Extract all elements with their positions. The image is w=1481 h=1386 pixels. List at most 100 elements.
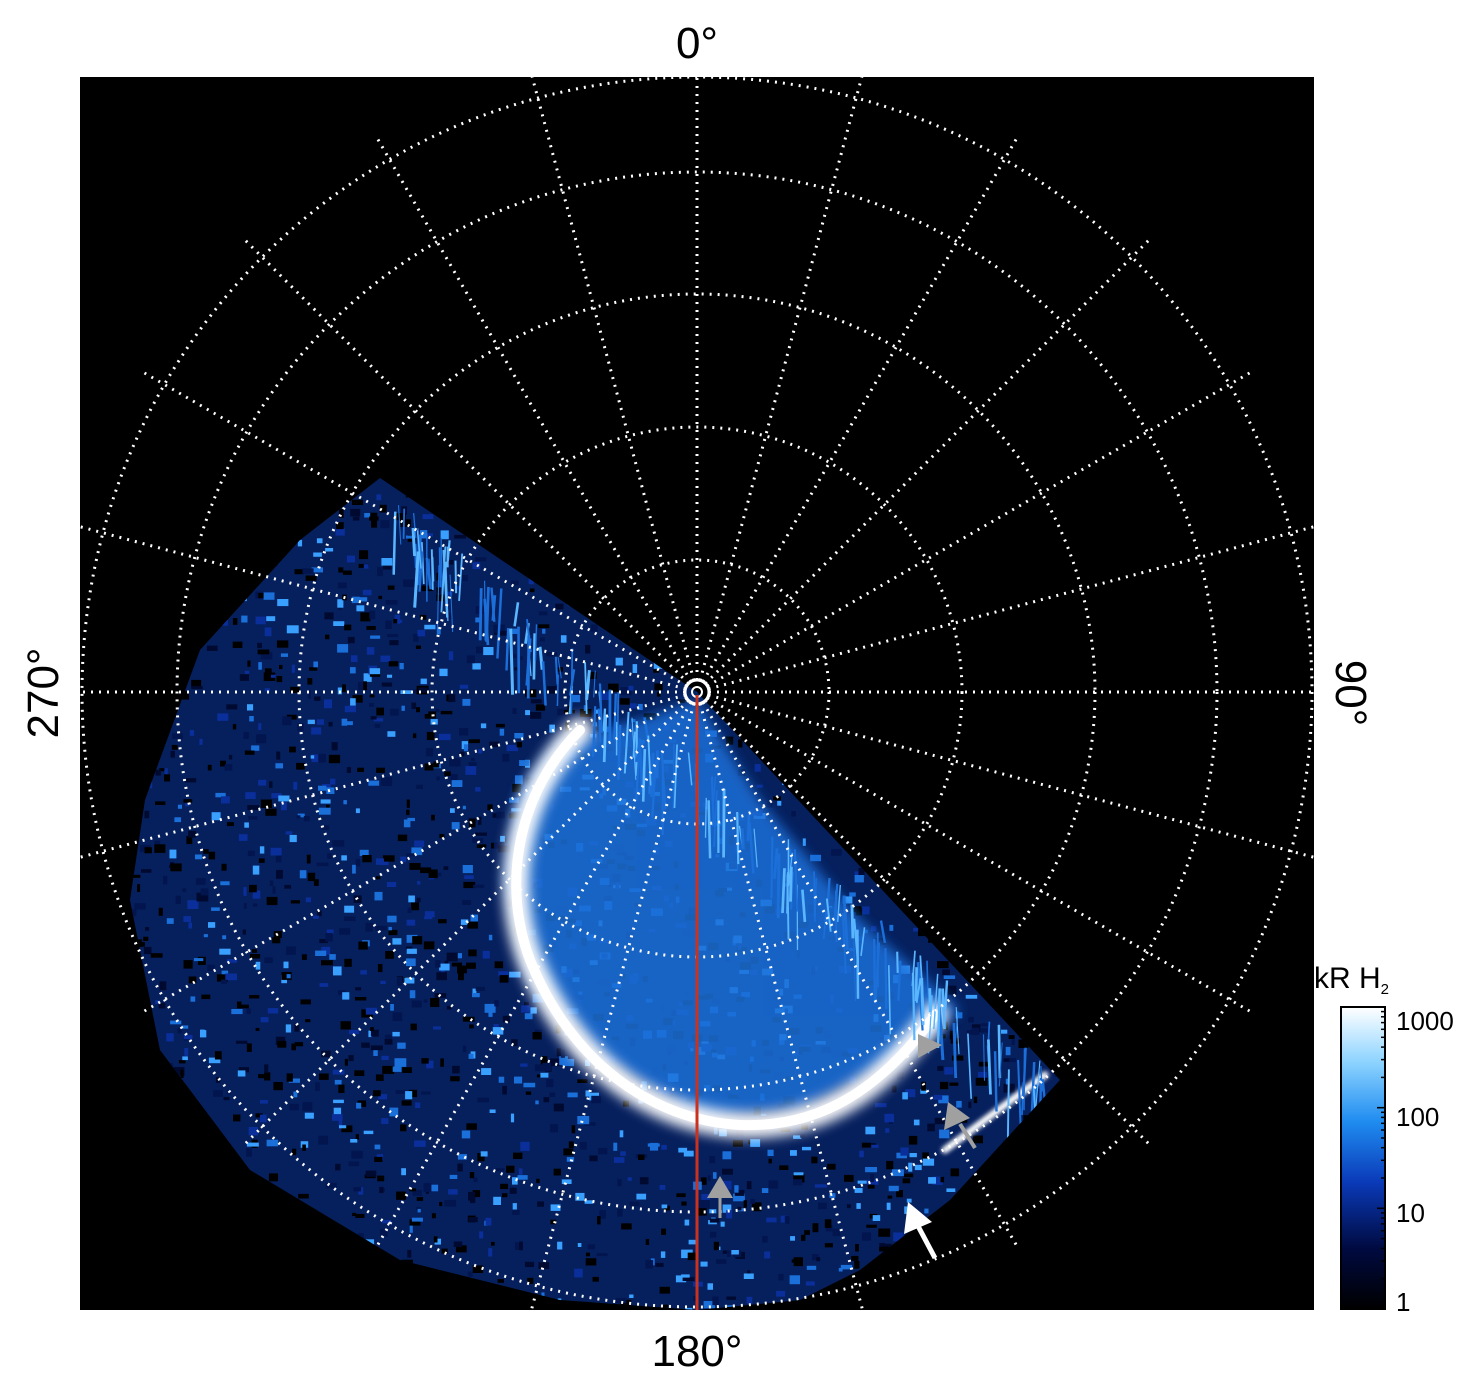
noise-dot (553, 1168, 561, 1176)
noise-dot (448, 651, 454, 661)
noise-dot (321, 1050, 331, 1058)
emission-streak (534, 624, 538, 661)
noise-dot (407, 907, 412, 913)
noise-dot (659, 1185, 666, 1190)
noise-dot (452, 1065, 460, 1074)
noise-dot (285, 831, 293, 835)
noise-dot (701, 1194, 711, 1201)
noise-dot (370, 512, 378, 519)
noise-dot (316, 538, 323, 544)
emission-streak (416, 534, 422, 586)
emission-streak (713, 790, 718, 848)
noise-dot (145, 927, 150, 931)
noise-dot (660, 1251, 666, 1258)
noise-dot (693, 1295, 697, 1302)
noise-dot (1008, 1058, 1016, 1063)
noise-dot (351, 655, 358, 662)
noise-dot (279, 664, 283, 670)
noise-dot (703, 1301, 715, 1309)
noise-dot (549, 724, 555, 733)
noise-dot (294, 1042, 304, 1047)
noise-dot (400, 1124, 407, 1132)
noise-dot (371, 520, 378, 528)
noise-dot (414, 1140, 426, 1147)
noise-dot (246, 1008, 251, 1014)
noise-dot (242, 929, 246, 935)
noise-dot (1005, 1078, 1010, 1085)
noise-dot (217, 713, 229, 721)
emission-streak (801, 889, 807, 923)
noise-dot (793, 1174, 805, 1183)
noise-dot (466, 962, 476, 969)
noise-dot (388, 929, 398, 936)
emission-streak (879, 920, 887, 944)
noise-dot (190, 996, 196, 1002)
emission-streak (557, 656, 562, 679)
noise-dot (630, 703, 637, 709)
noise-dot (793, 1172, 804, 1176)
noise-dot (495, 1168, 505, 1172)
noise-dot (472, 988, 477, 997)
noise-dot (183, 916, 191, 922)
noise-dot (482, 950, 490, 959)
noise-dot (517, 1175, 528, 1180)
noise-dot (492, 1027, 504, 1035)
noise-dot (499, 975, 509, 983)
noise-dot (509, 797, 519, 803)
noise-dot (464, 875, 474, 879)
noise-dot (903, 1173, 914, 1178)
noise-dot (387, 585, 395, 590)
noise-dot (314, 696, 321, 701)
noise-dot (475, 832, 487, 836)
emission-streak (570, 648, 574, 714)
noise-dot (488, 1248, 493, 1257)
noise-dot (973, 1135, 983, 1144)
noise-dot (226, 959, 238, 963)
noise-dot (856, 1203, 861, 1209)
noise-dot (466, 655, 475, 664)
noise-dot (832, 1228, 841, 1237)
emission-streak (789, 866, 793, 902)
noise-dot (365, 1170, 377, 1177)
noise-dot (286, 946, 296, 955)
noise-dot (313, 552, 322, 557)
noise-dot (617, 1179, 622, 1187)
noise-dot (483, 647, 494, 656)
noise-dot (812, 1223, 819, 1233)
noise-dot (380, 520, 390, 529)
emission-streak (873, 938, 876, 1001)
noise-dot (980, 1023, 990, 1027)
noise-dot (547, 686, 557, 694)
noise-dot (315, 950, 327, 956)
noise-dot (559, 1056, 568, 1065)
noise-dot (221, 970, 229, 978)
noise-dot (207, 764, 212, 771)
noise-dot (804, 1230, 810, 1235)
noise-dot (520, 1141, 530, 1151)
noise-dot (932, 1176, 943, 1185)
emission-streak (746, 810, 751, 841)
noise-dot (439, 668, 448, 677)
noise-dot (627, 1177, 632, 1181)
meridian-gridline (701, 701, 1019, 1248)
noise-dot (628, 685, 634, 691)
noise-dot (348, 1030, 359, 1035)
noise-dot (472, 663, 481, 670)
noise-dot (546, 652, 558, 657)
noise-dot (340, 1021, 351, 1030)
meridian-gridline (375, 701, 693, 1248)
noise-dot (351, 499, 363, 505)
noise-dot (401, 1168, 406, 1176)
noise-dot (247, 805, 260, 810)
noise-dot (417, 1208, 421, 1213)
noise-dot (536, 1178, 540, 1184)
noise-dot (237, 1070, 246, 1077)
emission-streak (436, 565, 440, 630)
noise-dot (776, 1290, 786, 1297)
noise-dot (337, 599, 344, 608)
noise-dot (726, 1250, 731, 1257)
noise-dot (154, 840, 161, 847)
noise-dot (220, 881, 230, 886)
noise-dot (368, 780, 380, 786)
noise-dot (412, 733, 417, 739)
